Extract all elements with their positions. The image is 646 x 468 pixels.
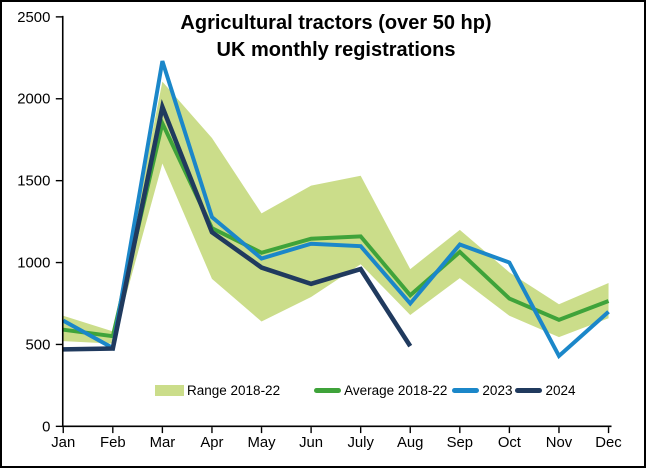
legend-label-average: Average 2018-22 [344,383,448,398]
x-axis-tick-label: Sep [447,435,473,451]
legend-label-range: Range 2018-22 [187,383,281,398]
legend-item-range: Range 2018-22 [155,383,280,398]
x-axis-tick-label: Apr [200,435,223,451]
average-line-swatch [314,388,342,393]
y-axis-tick-label: 1500 [17,174,50,190]
x-axis-tick-label: Aug [397,435,423,451]
range-band [63,81,609,344]
series-line-average-2018-22 [62,117,610,339]
x-axis-tick-label: Mar [150,435,176,451]
line-2024-swatch [515,388,543,393]
series-line-2024 [63,99,413,352]
x-axis-tick-label: Oct [498,435,522,451]
x-axis-tick-label: Jun [299,435,323,451]
y-axis-tick-label: 2500 [17,10,50,26]
chart-title-line1: Agricultural tractors (over 50 hp) [180,12,492,34]
x-axis-tick-label: Nov [546,435,573,451]
series-line-2023 [62,60,610,360]
x-axis-tick-label: Jan [51,435,75,451]
chart-title-line2: UK monthly registrations [216,39,456,61]
chart-title: Agricultural tractors (over 50 hp) UK mo… [30,10,642,64]
y-axis-tick-label: 500 [26,337,51,353]
x-axis-tick-label: Feb [100,435,126,451]
legend-item-average: Average 2018-22 [314,383,447,398]
y-axis-tick-label: 1000 [17,256,50,272]
x-axis-tick-label: May [247,435,276,451]
legend-label-2023: 2023 [482,383,513,398]
line-2023-swatch [452,388,480,393]
range-band-swatch [155,385,184,396]
chart-legend: Range 2018-22 Average 2018-22 2023 2024 [155,383,576,398]
x-axis-tick-label: Dec [595,435,622,451]
legend-item-2024: 2024 [515,383,576,398]
x-axis-tick-label: July [347,435,374,451]
legend-label-2024: 2024 [545,383,576,398]
legend-item-2023: 2023 [452,383,512,398]
y-axis-tick-label: 2000 [17,92,50,108]
y-axis-tick-label: 0 [42,419,50,435]
